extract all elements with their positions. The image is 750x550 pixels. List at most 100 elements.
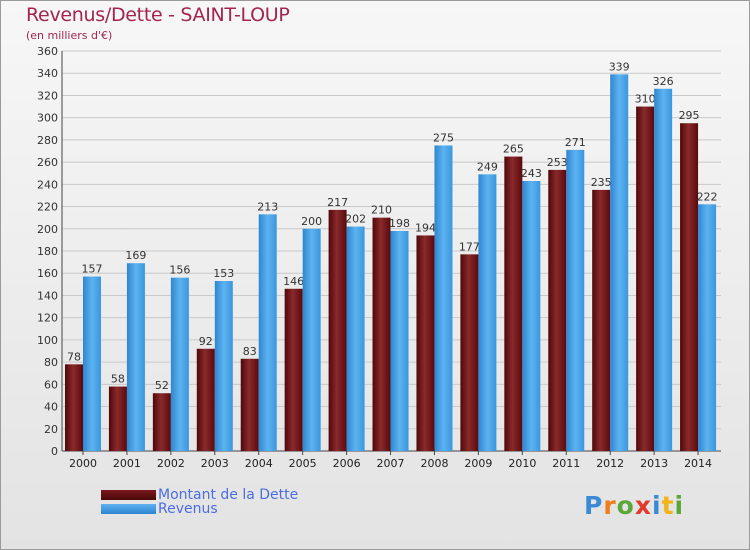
y-tick-label: 40 <box>44 401 58 414</box>
bar-dette <box>548 169 567 451</box>
y-tick-label: 140 <box>37 289 58 302</box>
legend-swatch-revenus <box>101 504 156 514</box>
data-label-dette: 253 <box>547 156 568 169</box>
data-label-dette: 83 <box>243 345 257 358</box>
data-label-revenus: 202 <box>345 213 366 226</box>
bar-dette <box>240 358 259 451</box>
logo-letter: o <box>616 491 635 520</box>
data-label-dette: 58 <box>111 373 125 386</box>
bar-dette <box>65 364 83 451</box>
data-label-revenus: 249 <box>477 160 498 173</box>
x-tick-label: 2001 <box>113 457 141 470</box>
x-tick-label: 2014 <box>684 457 712 470</box>
y-tick-label: 80 <box>44 356 58 369</box>
logo-letter: r <box>603 491 617 520</box>
data-label-revenus: 339 <box>609 60 630 73</box>
y-tick-label: 20 <box>44 423 58 436</box>
data-label-dette: 177 <box>459 240 480 253</box>
bar-revenus <box>126 263 145 451</box>
legend-label-revenus: Revenus <box>158 501 218 517</box>
y-tick-label: 100 <box>37 334 58 347</box>
data-label-revenus: 243 <box>521 167 542 180</box>
data-label-revenus: 275 <box>433 131 454 144</box>
x-tick-label: 2010 <box>508 457 536 470</box>
data-label-dette: 210 <box>371 204 392 217</box>
x-tick-label: 2008 <box>420 457 448 470</box>
data-label-revenus: 200 <box>301 215 322 228</box>
bar-dette <box>152 393 171 451</box>
bar-dette <box>504 156 523 452</box>
y-tick-label: 240 <box>37 178 58 191</box>
logo-letter: P <box>584 491 604 520</box>
data-label-revenus: 169 <box>125 249 146 262</box>
bar-dette <box>636 106 655 452</box>
bar-dette <box>680 123 699 451</box>
bar-revenus <box>258 214 277 451</box>
logo-letter: i <box>652 491 662 520</box>
data-label-revenus: 271 <box>565 136 586 149</box>
y-tick-label: 340 <box>37 67 58 80</box>
x-tick-label: 2013 <box>640 457 668 470</box>
bar-revenus <box>654 88 673 452</box>
data-label-revenus: 153 <box>213 267 234 280</box>
logo-letter: t <box>661 491 675 520</box>
y-tick-label: 280 <box>37 134 58 147</box>
bar-dette <box>196 348 215 451</box>
x-tick-label: 2012 <box>596 457 624 470</box>
y-tick-label: 300 <box>37 112 58 125</box>
y-tick-label: 200 <box>37 223 58 236</box>
x-tick-label: 2004 <box>245 457 273 470</box>
data-label-dette: 52 <box>155 379 169 392</box>
bar-revenus <box>346 226 365 451</box>
y-tick-label: 320 <box>37 89 58 102</box>
logo-letter: i <box>674 491 685 520</box>
bar-dette <box>328 209 347 451</box>
y-tick-label: 180 <box>37 245 58 258</box>
y-tick-label: 160 <box>37 267 58 280</box>
legend-item-dette: Montant de la Dette <box>101 487 298 503</box>
data-label-revenus: 156 <box>169 264 190 277</box>
x-tick-label: 2006 <box>333 457 361 470</box>
legend-item-revenus: Revenus <box>101 501 218 517</box>
chart-title: Revenus/Dette - SAINT-LOUP <box>26 4 290 26</box>
logo-letter: x <box>634 491 652 520</box>
chart-subtitle: (en milliers d'€) <box>26 29 113 42</box>
legend-swatch-dette <box>101 490 156 500</box>
data-label-revenus: 222 <box>697 190 718 203</box>
bar-revenus <box>302 228 321 451</box>
x-tick-label: 2005 <box>289 457 317 470</box>
data-label-dette: 295 <box>679 109 700 122</box>
bar-dette <box>284 288 303 451</box>
bar-dette <box>372 217 391 451</box>
y-tick-label: 60 <box>44 378 58 391</box>
bar-dette <box>592 189 611 451</box>
bar-dette <box>108 386 127 451</box>
x-tick-label: 2009 <box>464 457 492 470</box>
bar-revenus <box>478 174 497 452</box>
data-label-dette: 78 <box>67 350 81 363</box>
data-label-dette: 310 <box>635 93 656 106</box>
y-tick-label: 220 <box>37 201 58 214</box>
bar-revenus <box>434 145 453 451</box>
x-tick-label: 2002 <box>157 457 185 470</box>
data-label-revenus: 213 <box>257 200 278 213</box>
bar-revenus <box>566 149 585 451</box>
legend-label-dette: Montant de la Dette <box>158 487 299 503</box>
data-label-dette: 265 <box>503 143 524 156</box>
proxiti-logo: Proxiti <box>584 491 684 520</box>
data-label-dette: 92 <box>199 335 213 348</box>
data-label-revenus: 326 <box>653 75 674 88</box>
y-tick-label: 360 <box>37 45 58 58</box>
bar-revenus <box>390 231 409 451</box>
y-tick-label: 120 <box>37 312 58 325</box>
data-label-dette: 235 <box>591 176 612 189</box>
bar-chart: 0 20 40 60 80 100 120 140 160 180 200 220 240 260 280 3… <box>37 45 721 470</box>
data-label-revenus: 157 <box>82 263 103 276</box>
data-label-dette: 146 <box>283 275 304 288</box>
bar-revenus <box>214 281 233 451</box>
bar-revenus <box>698 204 717 451</box>
data-label-revenus: 198 <box>389 217 410 230</box>
bar-revenus <box>610 74 629 451</box>
y-tick-label: 0 <box>51 445 58 458</box>
